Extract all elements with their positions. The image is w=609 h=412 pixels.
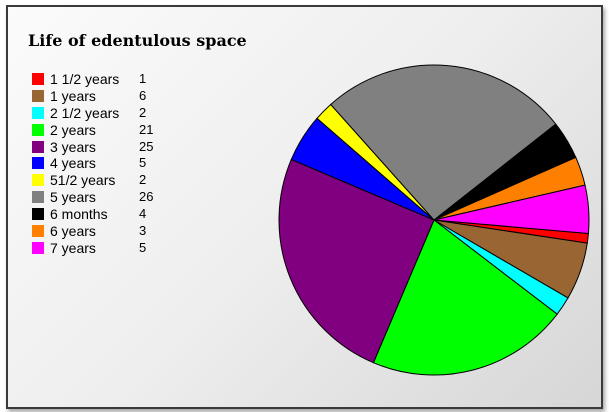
- legend-swatch: [32, 174, 44, 187]
- legend-value: 21: [139, 121, 154, 137]
- legend-label: 2 years: [50, 121, 96, 138]
- pie-slice: [372, 219, 558, 376]
- legend-swatch: [32, 157, 44, 170]
- legend-value: 1: [139, 71, 147, 86]
- legend-swatch: [32, 191, 44, 204]
- legend-label: 1 years: [50, 87, 96, 104]
- chart-frame: Life of edentulous space 1 1/2 years 1 1 y…: [6, 5, 603, 409]
- pie-slice: [433, 184, 590, 235]
- legend-value: 4: [139, 206, 147, 222]
- legend-value: 2: [139, 104, 147, 120]
- pie-chart: [278, 64, 590, 376]
- legend-label: 6 years: [50, 223, 96, 240]
- legend-label: 5 years: [50, 189, 96, 206]
- legend-swatch: [32, 89, 44, 102]
- legend-value: 2: [139, 172, 147, 188]
- pie-slice: [278, 158, 435, 364]
- legend-label: 1 1/2 years: [50, 71, 120, 87]
- legend-value: 5: [139, 239, 147, 255]
- legend-value: 3: [139, 223, 147, 239]
- legend-label: 3 years: [50, 138, 96, 155]
- legend-label: 6 months: [50, 206, 108, 223]
- legend-label: 7 years: [50, 239, 96, 256]
- legend-value: 6: [139, 87, 147, 103]
- legend-swatch: [32, 140, 44, 153]
- legend-swatch: [32, 241, 44, 254]
- legend-swatch: [32, 106, 44, 119]
- chart-title: Life of edentulous space: [28, 31, 247, 50]
- legend-label: 2 1/2 years: [50, 104, 120, 121]
- legend-label: 4 years: [50, 155, 96, 172]
- legend-swatch: [32, 208, 44, 221]
- legend-swatch: [32, 225, 44, 238]
- legend-value: 25: [139, 138, 154, 154]
- pie-slice: [329, 64, 557, 221]
- legend-swatch: [32, 123, 44, 136]
- legend-swatch: [32, 73, 44, 85]
- legend-label: 51/2 years: [50, 172, 116, 189]
- legend-value: 26: [139, 189, 154, 205]
- legend-value: 5: [139, 155, 147, 171]
